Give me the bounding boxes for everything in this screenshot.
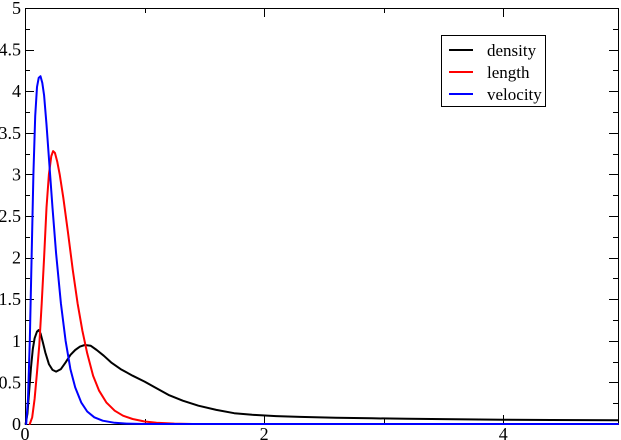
y-tick-label: 0.5 bbox=[0, 372, 21, 392]
y-tick-label: 4 bbox=[12, 81, 21, 101]
legend-line-swatch-length bbox=[449, 71, 473, 73]
y-tick-label: 1 bbox=[12, 331, 21, 351]
legend-label-length: length bbox=[487, 62, 530, 82]
x-tick-label: 2 bbox=[260, 424, 269, 440]
y-tick-label: 1.5 bbox=[0, 289, 21, 309]
y-tick-label: 0 bbox=[12, 414, 21, 434]
y-tick-label: 3.5 bbox=[0, 123, 21, 143]
legend: density length velocity bbox=[441, 35, 546, 107]
y-tick-label: 3 bbox=[12, 164, 21, 184]
y-tick-label: 2 bbox=[12, 248, 21, 268]
legend-line-swatch-density bbox=[449, 49, 473, 51]
legend-label-density: density bbox=[487, 40, 537, 60]
legend-item-velocity: velocity bbox=[442, 83, 545, 105]
y-tick-label: 4.5 bbox=[0, 40, 21, 60]
legend-item-length: length bbox=[442, 61, 545, 83]
x-tick-label: 4 bbox=[499, 424, 508, 440]
y-tick-label: 2.5 bbox=[0, 206, 21, 226]
legend-item-density: density bbox=[442, 39, 545, 61]
legend-line-swatch-velocity bbox=[449, 93, 473, 95]
legend-label-velocity: velocity bbox=[487, 84, 542, 104]
curve-velocity bbox=[25, 75, 619, 425]
y-tick-label: 5 bbox=[12, 0, 21, 18]
x-tick-label: 0 bbox=[21, 424, 30, 440]
curve-density bbox=[24, 329, 619, 425]
curve-length bbox=[28, 150, 619, 425]
